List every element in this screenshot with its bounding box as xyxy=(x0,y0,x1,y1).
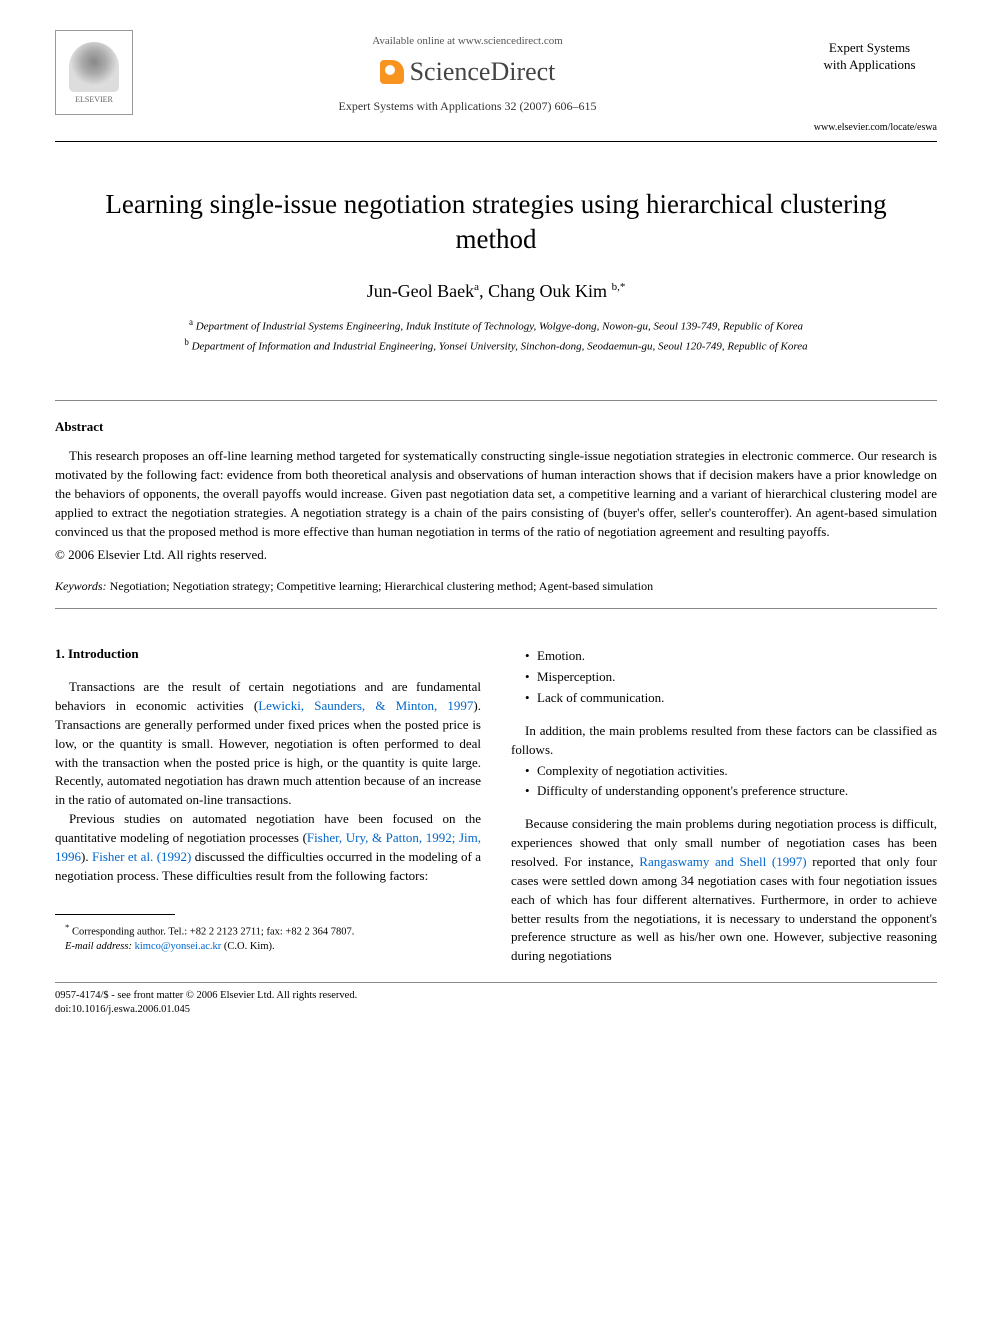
journal-title-line2: with Applications xyxy=(823,57,915,72)
ref-rangaswamy[interactable]: Rangaswamy and Shell (1997) xyxy=(639,854,806,869)
header-rule xyxy=(55,141,937,142)
journal-title: Expert Systems with Applications xyxy=(802,40,937,74)
sciencedirect-icon xyxy=(380,60,404,84)
list-item: Complexity of negotiation activities. xyxy=(525,762,937,781)
ref-lewicki[interactable]: Lewicki, Saunders, & Minton, 1997 xyxy=(258,698,473,713)
author-2-sup: b,* xyxy=(612,281,626,293)
journal-reference: Expert Systems with Applications 32 (200… xyxy=(133,99,802,114)
section-1-heading: 1. Introduction xyxy=(55,645,481,664)
paragraph-3: In addition, the main problems resulted … xyxy=(511,722,937,760)
abstract-bottom-rule xyxy=(55,608,937,609)
journal-url: www.elsevier.com/locate/eswa xyxy=(802,122,937,133)
journal-box: Expert Systems with Applications www.els… xyxy=(802,30,937,133)
bottom-info: 0957-4174/$ - see front matter © 2006 El… xyxy=(55,989,937,1017)
right-column: Emotion. Misperception. Lack of communic… xyxy=(511,645,937,966)
elsevier-logo: ELSEVIER xyxy=(55,30,133,115)
author-1: Jun-Geol Baek xyxy=(367,281,474,301)
email-tail: (C.O. Kim). xyxy=(221,941,274,952)
paragraph-4: Because considering the main problems du… xyxy=(511,815,937,966)
bottom-separator xyxy=(55,982,937,983)
author-sep: , xyxy=(479,281,488,301)
header-row: ELSEVIER Available online at www.science… xyxy=(55,30,937,133)
center-header: Available online at www.sciencedirect.co… xyxy=(133,30,802,114)
abstract-copyright: © 2006 Elsevier Ltd. All rights reserved… xyxy=(55,547,937,563)
front-matter-line: 0957-4174/$ - see front matter © 2006 El… xyxy=(55,989,937,1003)
corresponding-footnote: * Corresponding author. Tel.: +82 2 2123… xyxy=(55,921,481,940)
sciencedirect-text: ScienceDirect xyxy=(410,57,556,87)
article-title: Learning single-issue negotiation strate… xyxy=(55,187,937,257)
list-item: Lack of communication. xyxy=(525,689,937,708)
footnote-separator xyxy=(55,914,175,915)
authors: Jun-Geol Baeka, Chang Ouk Kim b,* xyxy=(55,281,937,302)
abstract-top-rule xyxy=(55,400,937,401)
affil-a: Department of Industrial Systems Enginee… xyxy=(193,321,803,333)
keywords: Keywords: Negotiation; Negotiation strat… xyxy=(55,579,937,594)
journal-title-line1: Expert Systems xyxy=(829,40,910,55)
author-2: Chang Ouk Kim xyxy=(488,281,607,301)
email-footnote: E-mail address: kimco@yonsei.ac.kr (C.O.… xyxy=(55,940,481,955)
elsevier-tree-icon xyxy=(69,42,119,92)
doi-line: doi:10.1016/j.eswa.2006.01.045 xyxy=(55,1003,937,1017)
email-label: E-mail address: xyxy=(65,941,132,952)
affiliations: a Department of Industrial Systems Engin… xyxy=(55,316,937,355)
p4-text-b: reported that only four cases were settl… xyxy=(511,854,937,963)
paragraph-2: Previous studies on automated negotiatio… xyxy=(55,810,481,885)
paragraph-1: Transactions are the result of certain n… xyxy=(55,678,481,810)
p1-text-b: ). Transactions are generally performed … xyxy=(55,698,481,807)
available-online-text: Available online at www.sciencedirect.co… xyxy=(133,35,802,47)
footnote-star: * xyxy=(65,922,69,932)
two-column-body: 1. Introduction Transactions are the res… xyxy=(55,645,937,966)
bullet-list-2: Complexity of negotiation activities. Di… xyxy=(511,762,937,802)
abstract-heading: Abstract xyxy=(55,419,937,435)
list-item: Emotion. xyxy=(525,647,937,666)
left-column: 1. Introduction Transactions are the res… xyxy=(55,645,481,966)
bullet-list-1: Emotion. Misperception. Lack of communic… xyxy=(511,647,937,708)
p2-text-b: ). xyxy=(81,849,92,864)
keywords-text: Negotiation; Negotiation strategy; Compe… xyxy=(107,579,654,593)
list-item: Difficulty of understanding opponent's p… xyxy=(525,782,937,801)
elsevier-label: ELSEVIER xyxy=(75,95,113,104)
ref-fisher-1992[interactable]: Fisher et al. (1992) xyxy=(92,849,191,864)
list-item: Misperception. xyxy=(525,668,937,687)
keywords-label: Keywords: xyxy=(55,579,107,593)
corresponding-text: Corresponding author. Tel.: +82 2 2123 2… xyxy=(72,926,354,937)
sciencedirect-logo: ScienceDirect xyxy=(133,57,802,87)
affil-b: Department of Information and Industrial… xyxy=(189,340,808,352)
email-link[interactable]: kimco@yonsei.ac.kr xyxy=(135,941,222,952)
abstract-text: This research proposes an off-line learn… xyxy=(55,447,937,541)
